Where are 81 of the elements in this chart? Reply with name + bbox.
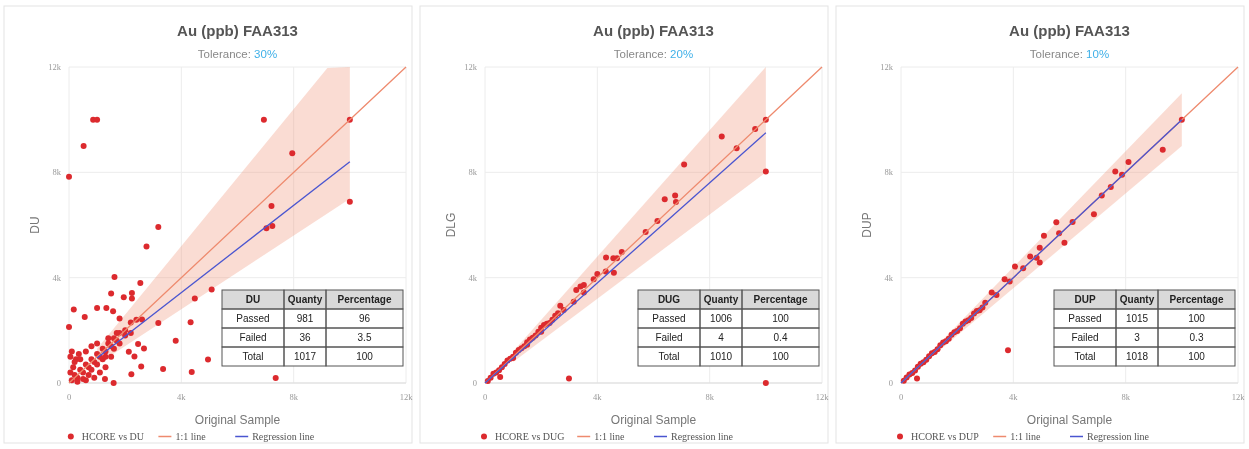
legend-label: Regression line [671, 431, 734, 442]
annotation: DUG [657, 294, 681, 305]
legend-label: Regression line [1087, 431, 1150, 442]
y-axis-title: DUP [860, 212, 874, 238]
x-tick-label: 8k [705, 392, 715, 402]
annotation: Passed [1068, 313, 1102, 324]
annotation: DUP [1074, 294, 1096, 305]
legend-label: HCORE vs DUG [495, 431, 565, 442]
annotation: 0.4 [773, 332, 788, 343]
y-tick-label: 0 [472, 378, 477, 388]
annotation: Percentage [337, 294, 392, 305]
chart-title: Au (ppb) FAA313 [177, 22, 298, 39]
annotation: Failed [1071, 332, 1099, 343]
annotation: Total [1074, 351, 1096, 362]
y-tick-label: 12k [48, 62, 62, 72]
legend-label: HCORE vs DUP [911, 431, 980, 442]
y-tick-label: 4k [52, 272, 62, 283]
chart-subtitle: Tolerance: 10% [1029, 48, 1110, 60]
annotation: Failed [655, 332, 683, 343]
x-tick-label: 0 [66, 392, 72, 402]
annotation: 1018 [1125, 351, 1149, 362]
y-tick-label: 12k [880, 62, 894, 72]
y-tick-label: 8k [884, 167, 894, 178]
x-tick-label: 0 [898, 392, 904, 402]
annotation: 4 [718, 332, 725, 343]
x-tick-label: 4k [1009, 392, 1019, 402]
annotation: 3 [1134, 332, 1141, 343]
annotation: Passed [236, 313, 270, 324]
annotation: Percentage [1169, 294, 1224, 305]
y-tick-label: 8k [52, 167, 62, 178]
legend-label: 1:1 line [175, 431, 207, 442]
legend-label: 1:1 line [594, 431, 626, 442]
legend-label: Regression line [252, 431, 315, 442]
chart-subtitle: Tolerance: 30% [197, 48, 278, 60]
y-axis-title: DU [28, 216, 42, 234]
annotation: 1010 [709, 351, 733, 362]
chart-title: Au (ppb) FAA313 [593, 22, 714, 39]
legend-label: HCORE vs DU [81, 431, 145, 442]
annotation: 100 [772, 351, 790, 362]
x-axis-title: Original Sample [1026, 413, 1113, 427]
annotation: 100 [356, 351, 374, 362]
annotation: 1006 [709, 313, 733, 324]
chart-subtitle: Tolerance: 20% [613, 48, 694, 60]
y-tick-label: 4k [468, 272, 478, 283]
annotation: 36 [299, 332, 311, 343]
annotation: 1015 [1125, 313, 1149, 324]
annotation: Quanty [1119, 294, 1155, 305]
y-tick-label: 0 [888, 378, 893, 388]
chart-title: Au (ppb) FAA313 [1009, 22, 1130, 39]
annotation: 0.3 [1189, 332, 1204, 343]
x-tick-label: 0 [482, 392, 488, 402]
x-axis-title: Original Sample [610, 413, 697, 427]
annotation: Quanty [287, 294, 323, 305]
annotation: Total [658, 351, 680, 362]
x-tick-label: 12k [815, 392, 830, 402]
y-axis-title: DLG [444, 212, 458, 238]
y-tick-label: 4k [884, 272, 894, 283]
y-tick-label: 8k [468, 167, 478, 178]
x-tick-label: 4k [593, 392, 603, 402]
x-tick-label: 12k [1231, 392, 1246, 402]
annotation: Failed [239, 332, 267, 343]
y-tick-label: 0 [56, 378, 61, 388]
annotation: DU [245, 294, 261, 305]
annotation: Passed [652, 313, 686, 324]
y-tick-label: 12k [464, 62, 478, 72]
annotation: 100 [772, 313, 790, 324]
x-axis-title: Original Sample [194, 413, 281, 427]
annotation: Quanty [703, 294, 739, 305]
annotation: Percentage [753, 294, 808, 305]
annotation: 3.5 [357, 332, 372, 343]
annotation: 100 [1188, 313, 1206, 324]
legend-label: 1:1 line [1010, 431, 1042, 442]
annotation: Total [242, 351, 264, 362]
x-tick-label: 8k [1121, 392, 1131, 402]
x-tick-label: 8k [289, 392, 299, 402]
annotation: 981 [296, 313, 314, 324]
annotation: 100 [1188, 351, 1206, 362]
annotation: 96 [358, 313, 371, 324]
x-tick-label: 12k [399, 392, 414, 402]
annotation: 1017 [293, 351, 317, 362]
x-tick-label: 4k [177, 392, 187, 402]
